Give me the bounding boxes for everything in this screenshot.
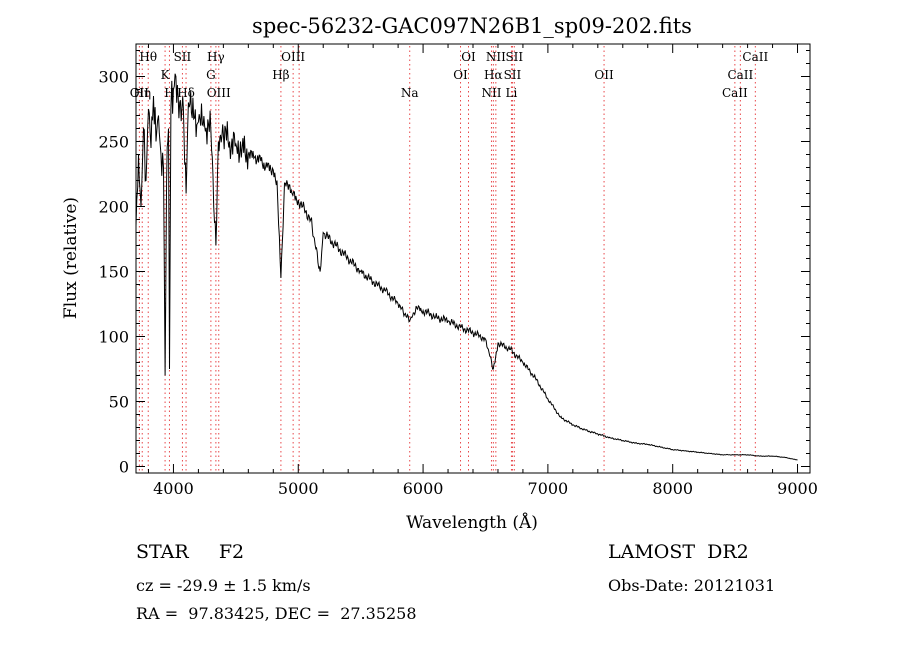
x-tick-label: 8000 (652, 479, 693, 498)
coordinates: RA = 97.83425, DEC = 27.35258 (136, 604, 417, 623)
spectral-line-label: K (161, 68, 171, 82)
spectral-line-label: Hδ (177, 86, 195, 100)
object-class: STAR F2 (136, 541, 245, 563)
spectral-line-label: OII (594, 68, 614, 82)
spectral-line-label: NII (481, 86, 501, 100)
spectral-line-label: CaII (742, 50, 768, 64)
x-tick-label: 6000 (403, 479, 444, 498)
spectral-line-label: H (164, 86, 174, 100)
spectral-line-label: Na (401, 86, 419, 100)
spectral-line-labels: OIIHηHθKHSIIHδGHγOIIIHβOIIINaOIOINIIHαNI… (130, 50, 769, 100)
spectral-line-label: Hα (484, 68, 503, 82)
chart-title: spec-56232-GAC097N26B1_sp09-202.fits (252, 14, 692, 38)
y-axis-label: Flux (relative) (61, 197, 81, 319)
spectral-line-label: Hγ (207, 50, 225, 64)
spectral-line-label: NII (486, 50, 506, 64)
spectral-line-label: OIII (281, 50, 305, 64)
y-tick-label: 250 (98, 133, 129, 152)
spectral-line-label: SII (504, 68, 522, 82)
spectral-line-label: Li (506, 86, 518, 100)
spectral-line-label: Hθ (139, 50, 157, 64)
y-tick-label: 300 (98, 68, 129, 87)
spectrum-line (135, 73, 798, 461)
spectrum-series (135, 73, 798, 461)
x-tick-label: 5000 (278, 479, 319, 498)
x-axis: 4000 5000 6000 7000 8000 9000 (147, 44, 818, 498)
y-tick-label: 50 (109, 393, 129, 412)
spectral-line-label: CaII (727, 68, 753, 82)
y-tick-label: 150 (98, 263, 129, 282)
x-tick-label: 9000 (777, 479, 818, 498)
spectral-line-label: G (206, 68, 216, 82)
x-axis-label: Wavelength (Å) (406, 512, 538, 533)
spectral-line-label: OI (453, 68, 468, 82)
y-tick-label: 100 (98, 328, 129, 347)
obs-date: Obs-Date: 20121031 (608, 576, 776, 595)
y-axis: 0 50 100 150 200 250 300 (98, 50, 810, 477)
velocity-readout: cz = -29.9 ± 1.5 km/s (136, 576, 311, 595)
spectral-line-label: CaII (722, 86, 748, 100)
x-tick-label: 4000 (153, 479, 194, 498)
survey-name: LAMOST DR2 (608, 541, 749, 563)
y-tick-label: 0 (119, 458, 129, 477)
spectral-line-label: OI (461, 50, 476, 64)
spectral-line-label: SII (505, 50, 523, 64)
spectral-line-label: SII (174, 50, 192, 64)
x-tick-label: 7000 (528, 479, 569, 498)
plot-frame (135, 43, 811, 474)
spectral-line-label: OIII (207, 86, 231, 100)
y-tick-label: 200 (98, 198, 129, 217)
spectral-line-markers (138, 46, 756, 471)
spectral-line-label: OII (130, 86, 150, 100)
spectral-line-label: Hβ (272, 68, 289, 82)
